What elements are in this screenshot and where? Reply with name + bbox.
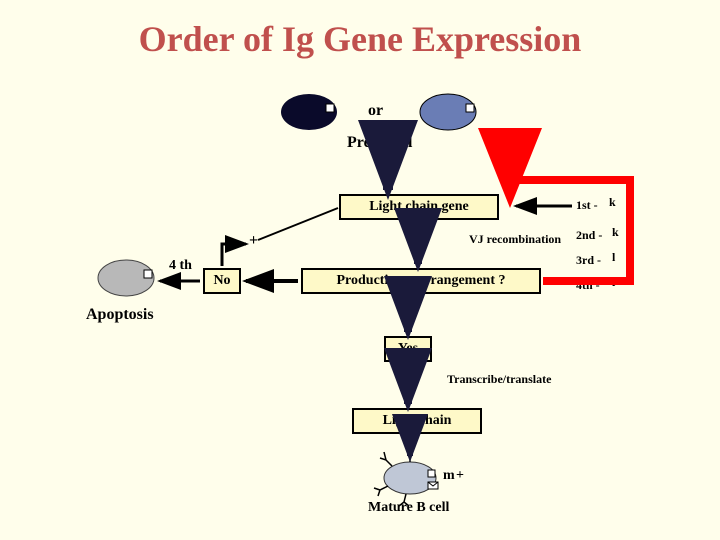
apoptosis-label: Apoptosis (86, 306, 154, 324)
no-text: No (213, 273, 230, 289)
mu-label: m (443, 468, 455, 484)
l1-label: l (612, 250, 615, 265)
plus-label: + (249, 232, 258, 250)
vj-label: VJ recombination (469, 232, 561, 247)
mature-label: Mature B cell (368, 500, 449, 516)
light-chain-gene-box: Light chain gene (339, 194, 499, 220)
productive-box: Productive rearrangement ? (301, 268, 541, 294)
order3-label: 3rd - (576, 253, 601, 268)
light-chain-box: Light chain (352, 408, 482, 434)
l2-label: l (612, 275, 615, 290)
productive-text: Productive rearrangement ? (337, 273, 506, 289)
k1-label: k (609, 195, 616, 210)
order2-label: 2nd - (576, 228, 602, 243)
mu-plus-label: + (456, 468, 464, 484)
light-chain-text: Light chain (383, 413, 452, 429)
page-title: Order of Ig Gene Expression (0, 18, 720, 60)
light-chain-gene-text: Light chain gene (369, 199, 469, 215)
transcribe-label: Transcribe/translate (447, 372, 551, 387)
pre-b-label: Pre B cell (347, 134, 412, 152)
order1-label: 1st - (576, 198, 598, 213)
fourth-label: 4 th (169, 258, 192, 274)
yes-text: Yes (398, 341, 418, 357)
k2-label: k (612, 225, 619, 240)
no-box: No (203, 268, 241, 294)
yes-box: Yes (384, 336, 432, 362)
order4-label: 4th - (576, 278, 600, 293)
or-label: or (368, 102, 383, 120)
